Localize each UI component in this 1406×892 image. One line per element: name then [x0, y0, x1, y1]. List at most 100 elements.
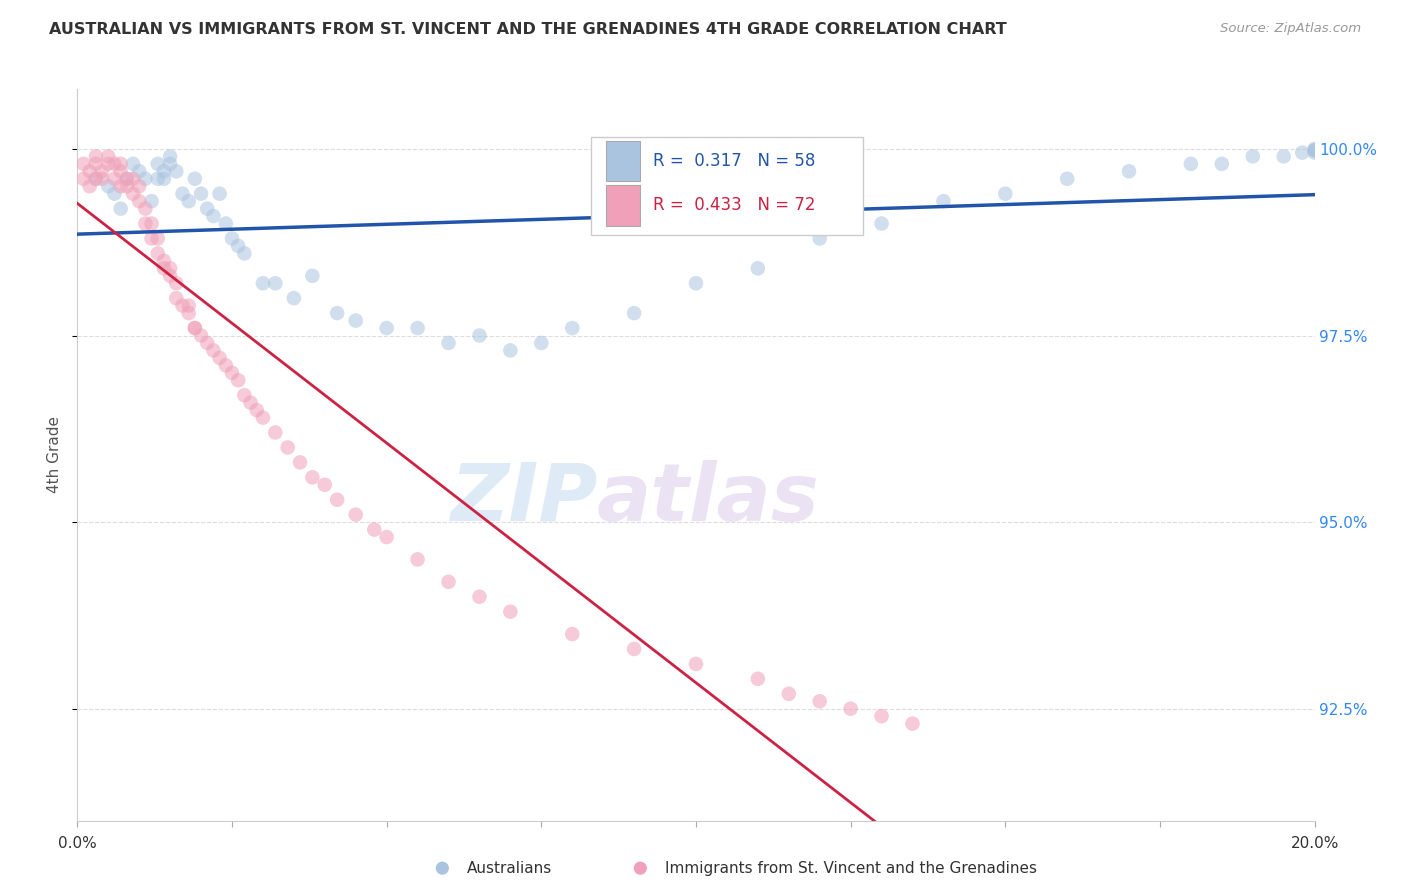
Point — [344, 508, 367, 522]
Point — [246, 403, 269, 417]
Point — [870, 709, 893, 723]
Point — [84, 171, 107, 186]
Point — [288, 455, 311, 469]
Text: 20.0%: 20.0% — [1291, 836, 1339, 851]
Point — [141, 231, 163, 245]
Point — [252, 410, 274, 425]
Point — [97, 157, 120, 171]
Point — [685, 657, 707, 671]
Point — [84, 149, 107, 163]
Point — [264, 425, 287, 440]
Point — [226, 373, 249, 387]
Point — [1303, 144, 1326, 158]
Point — [1303, 144, 1326, 158]
Point — [808, 694, 831, 708]
Point — [146, 157, 169, 171]
Point — [1211, 157, 1233, 171]
Point — [159, 261, 181, 276]
Point — [1272, 149, 1295, 163]
Text: R =  0.433   N = 72: R = 0.433 N = 72 — [652, 196, 815, 214]
Point — [468, 590, 491, 604]
Point — [233, 388, 256, 402]
Point — [115, 179, 138, 194]
Point — [208, 186, 231, 201]
Point — [326, 306, 349, 320]
Point — [165, 277, 187, 291]
Point — [932, 194, 955, 209]
Point — [437, 335, 460, 350]
Text: AUSTRALIAN VS IMMIGRANTS FROM ST. VINCENT AND THE GRENADINES 4TH GRADE CORRELATI: AUSTRALIAN VS IMMIGRANTS FROM ST. VINCEN… — [49, 22, 1007, 37]
Point — [252, 277, 274, 291]
Point — [314, 477, 336, 491]
Point — [184, 321, 207, 335]
Point — [103, 186, 125, 201]
Point — [406, 321, 429, 335]
Point — [110, 164, 132, 178]
FancyBboxPatch shape — [606, 186, 640, 226]
Point — [870, 217, 893, 231]
Point — [128, 164, 150, 178]
Point — [134, 202, 156, 216]
Point — [184, 321, 207, 335]
Point — [153, 253, 176, 268]
Point — [375, 321, 398, 335]
Point — [901, 716, 924, 731]
Point — [153, 164, 176, 178]
Point — [141, 194, 163, 209]
Point — [79, 179, 101, 194]
Point — [146, 246, 169, 260]
Point — [301, 470, 323, 484]
Point — [239, 395, 262, 409]
Point — [301, 268, 323, 283]
Point — [134, 217, 156, 231]
Point — [128, 194, 150, 209]
Point — [110, 157, 132, 171]
Point — [146, 171, 169, 186]
Point — [159, 268, 181, 283]
Point — [747, 261, 769, 276]
Point — [177, 299, 200, 313]
Point — [195, 202, 218, 216]
Point — [177, 306, 200, 320]
Point — [1180, 157, 1202, 171]
Point — [685, 277, 707, 291]
Text: 0.0%: 0.0% — [58, 836, 97, 851]
Point — [839, 701, 862, 715]
Point — [623, 642, 645, 657]
Point — [344, 313, 367, 327]
Point — [153, 261, 176, 276]
Point — [994, 186, 1017, 201]
Point — [215, 359, 238, 373]
Point — [103, 171, 125, 186]
Point — [122, 171, 145, 186]
Point — [226, 239, 249, 253]
Point — [277, 441, 299, 455]
Point — [283, 291, 305, 305]
Point — [747, 672, 769, 686]
Point — [221, 231, 243, 245]
Point — [97, 149, 120, 163]
Point — [264, 277, 287, 291]
Point — [79, 164, 101, 178]
FancyBboxPatch shape — [591, 136, 863, 235]
Point — [468, 328, 491, 343]
Point — [110, 179, 132, 194]
Point — [1241, 149, 1264, 163]
Point — [437, 574, 460, 589]
Point — [499, 605, 522, 619]
Text: Australians: Australians — [467, 861, 553, 876]
Point — [153, 171, 176, 186]
Point — [91, 171, 114, 186]
Text: ZIP: ZIP — [450, 459, 598, 538]
Point — [165, 164, 187, 178]
Point — [72, 157, 94, 171]
Point — [159, 149, 181, 163]
Point — [122, 157, 145, 171]
Point — [91, 164, 114, 178]
Text: Source: ZipAtlas.com: Source: ZipAtlas.com — [1220, 22, 1361, 36]
Point — [561, 321, 583, 335]
Point — [1303, 145, 1326, 160]
Point — [208, 351, 231, 365]
Point — [363, 523, 385, 537]
Point — [84, 171, 107, 186]
